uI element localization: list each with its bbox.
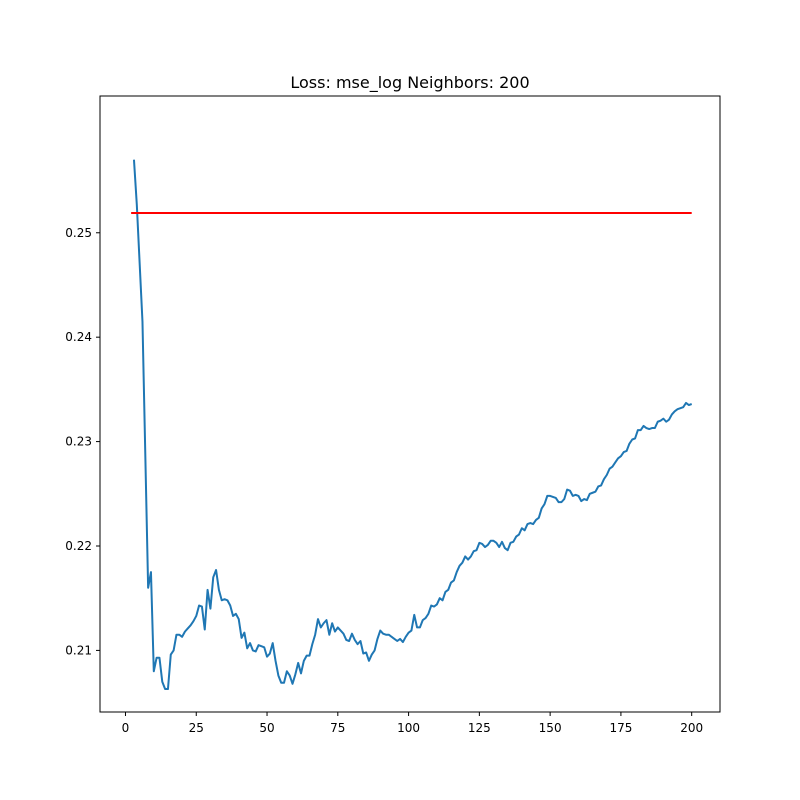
x-tick-label: 100	[397, 721, 420, 735]
x-tick-label: 75	[330, 721, 345, 735]
y-axis-ticks: 0.21 0.22 0.23 0.24 0.25	[65, 226, 100, 657]
x-tick-label: 25	[189, 721, 204, 735]
x-tick-label: 175	[609, 721, 632, 735]
y-tick-label: 0.23	[65, 435, 92, 449]
plot-lines	[131, 159, 693, 691]
loss-series-line	[132, 159, 693, 691]
x-axis-ticks: 0 25 50 75 100 125 150 175 200	[122, 712, 703, 735]
plot-frame	[99, 95, 721, 713]
x-tick-label: 125	[468, 721, 491, 735]
x-tick-label: 0	[122, 721, 130, 735]
y-tick-label: 0.24	[65, 330, 92, 344]
x-tick-label: 150	[539, 721, 562, 735]
x-tick-label: 50	[259, 721, 274, 735]
y-tick-label: 0.25	[65, 226, 92, 240]
y-tick-label: 0.21	[65, 643, 92, 657]
chart-title: Loss: mse_log Neighbors: 200	[290, 73, 529, 93]
y-tick-label: 0.22	[65, 539, 92, 553]
x-tick-label: 200	[680, 721, 703, 735]
